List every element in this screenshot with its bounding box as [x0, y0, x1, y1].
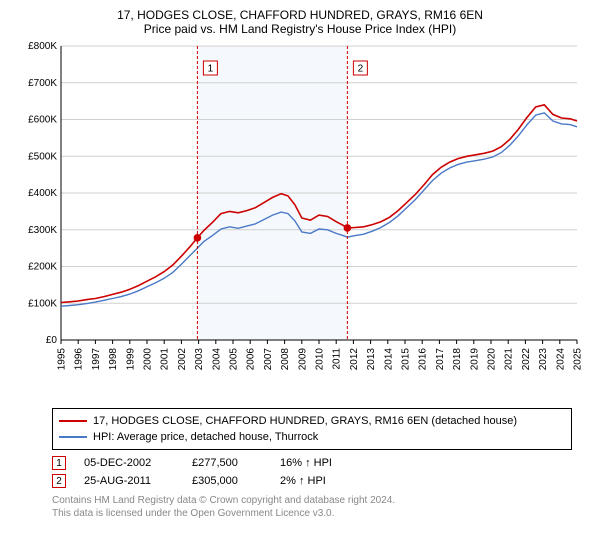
legend-row: 17, HODGES CLOSE, CHAFFORD HUNDRED, GRAY… — [59, 413, 565, 429]
x-tick-label: 2017 — [435, 348, 446, 371]
x-tick-label: 2007 — [263, 348, 274, 371]
x-tick-label: 2021 — [504, 348, 515, 371]
x-tick-label: 2000 — [143, 348, 154, 371]
y-tick-label: £600K — [28, 115, 57, 126]
event-price: £277,500 — [192, 457, 262, 469]
legend-label: HPI: Average price, detached house, Thur… — [93, 429, 318, 445]
y-tick-label: £200K — [28, 262, 57, 273]
x-tick-label: 2015 — [401, 348, 412, 371]
y-tick-label: £0 — [46, 335, 58, 346]
x-tick-label: 2010 — [315, 348, 326, 371]
x-tick-label: 1997 — [91, 348, 102, 371]
x-tick-label: 2022 — [521, 348, 532, 371]
event-row: 2 25-AUG-2011 £305,000 2% ↑ HPI — [52, 474, 584, 488]
x-tick-label: 2002 — [177, 348, 188, 371]
chart-area: £0 £100K £200K £300K £400K £500K £600K £700K £80… — [15, 40, 585, 400]
event-date: 05-DEC-2002 — [84, 457, 174, 469]
event-price: £305,000 — [192, 475, 262, 487]
chart-title-sub: Price paid vs. HM Land Registry's House … — [10, 22, 590, 36]
event-number-box: 1 — [52, 456, 66, 470]
x-tick-label: 1998 — [108, 348, 119, 371]
y-tick-label: £500K — [28, 151, 57, 162]
x-tick-label: 1999 — [125, 348, 136, 371]
legend-swatch — [59, 420, 87, 422]
x-tick-label: 2011 — [332, 348, 343, 370]
events-table: 1 05-DEC-2002 £277,500 16% ↑ HPI 2 25-AUG-201… — [52, 456, 584, 488]
x-tick-label: 2012 — [349, 348, 360, 371]
x-tick-label: 2025 — [573, 348, 584, 371]
sale-dot — [194, 234, 202, 242]
x-tick-label: 2016 — [418, 348, 429, 371]
marker-number: 1 — [208, 64, 214, 75]
x-tick-label: 2018 — [452, 348, 463, 371]
x-tick-label: 2019 — [469, 348, 480, 371]
footer-attribution: Contains HM Land Registry data © Crown c… — [52, 494, 584, 520]
y-tick-label: £800K — [28, 41, 57, 52]
x-tick-label: 2006 — [246, 348, 257, 371]
x-tick-label: 1995 — [57, 348, 68, 371]
x-tick-label: 2008 — [280, 348, 291, 371]
event-row: 1 05-DEC-2002 £277,500 16% ↑ HPI — [52, 456, 584, 470]
x-tick-label: 2023 — [538, 348, 549, 371]
y-tick-label: £400K — [28, 188, 57, 199]
chart-svg: £0 £100K £200K £300K £400K £500K £600K £700K £80… — [15, 40, 585, 400]
y-tick-label: £300K — [28, 225, 57, 236]
event-number-box: 2 — [52, 474, 66, 488]
sale-dot — [344, 224, 352, 232]
x-tick-label: 2013 — [366, 348, 377, 371]
y-tick-label: £100K — [28, 298, 57, 309]
footer-line-1: Contains HM Land Registry data © Crown c… — [52, 494, 584, 507]
footer-line-2: This data is licensed under the Open Gov… — [52, 507, 584, 520]
x-tick-label: 1996 — [74, 348, 85, 371]
x-tick-label: 2009 — [297, 348, 308, 371]
x-tick-label: 2001 — [160, 348, 171, 371]
x-tick-label: 2014 — [383, 348, 394, 371]
y-tick-label: £700K — [28, 78, 57, 89]
x-tick-label: 2024 — [555, 348, 566, 371]
x-tick-label: 2020 — [487, 348, 498, 371]
x-tick-label: 2003 — [194, 348, 205, 371]
event-delta: 2% ↑ HPI — [280, 475, 370, 487]
event-delta: 16% ↑ HPI — [280, 457, 370, 469]
legend-swatch — [59, 436, 87, 438]
event-date: 25-AUG-2011 — [84, 475, 174, 487]
chart-title-block: 17, HODGES CLOSE, CHAFFORD HUNDRED, GRAY… — [10, 8, 590, 36]
legend-label: 17, HODGES CLOSE, CHAFFORD HUNDRED, GRAY… — [93, 413, 517, 429]
legend-box: 17, HODGES CLOSE, CHAFFORD HUNDRED, GRAY… — [52, 408, 572, 450]
x-tick-label: 2004 — [211, 348, 222, 371]
x-tick-label: 2005 — [229, 348, 240, 371]
legend-row: HPI: Average price, detached house, Thur… — [59, 429, 565, 445]
marker-number: 2 — [358, 64, 364, 75]
chart-title-main: 17, HODGES CLOSE, CHAFFORD HUNDRED, GRAY… — [10, 8, 590, 22]
